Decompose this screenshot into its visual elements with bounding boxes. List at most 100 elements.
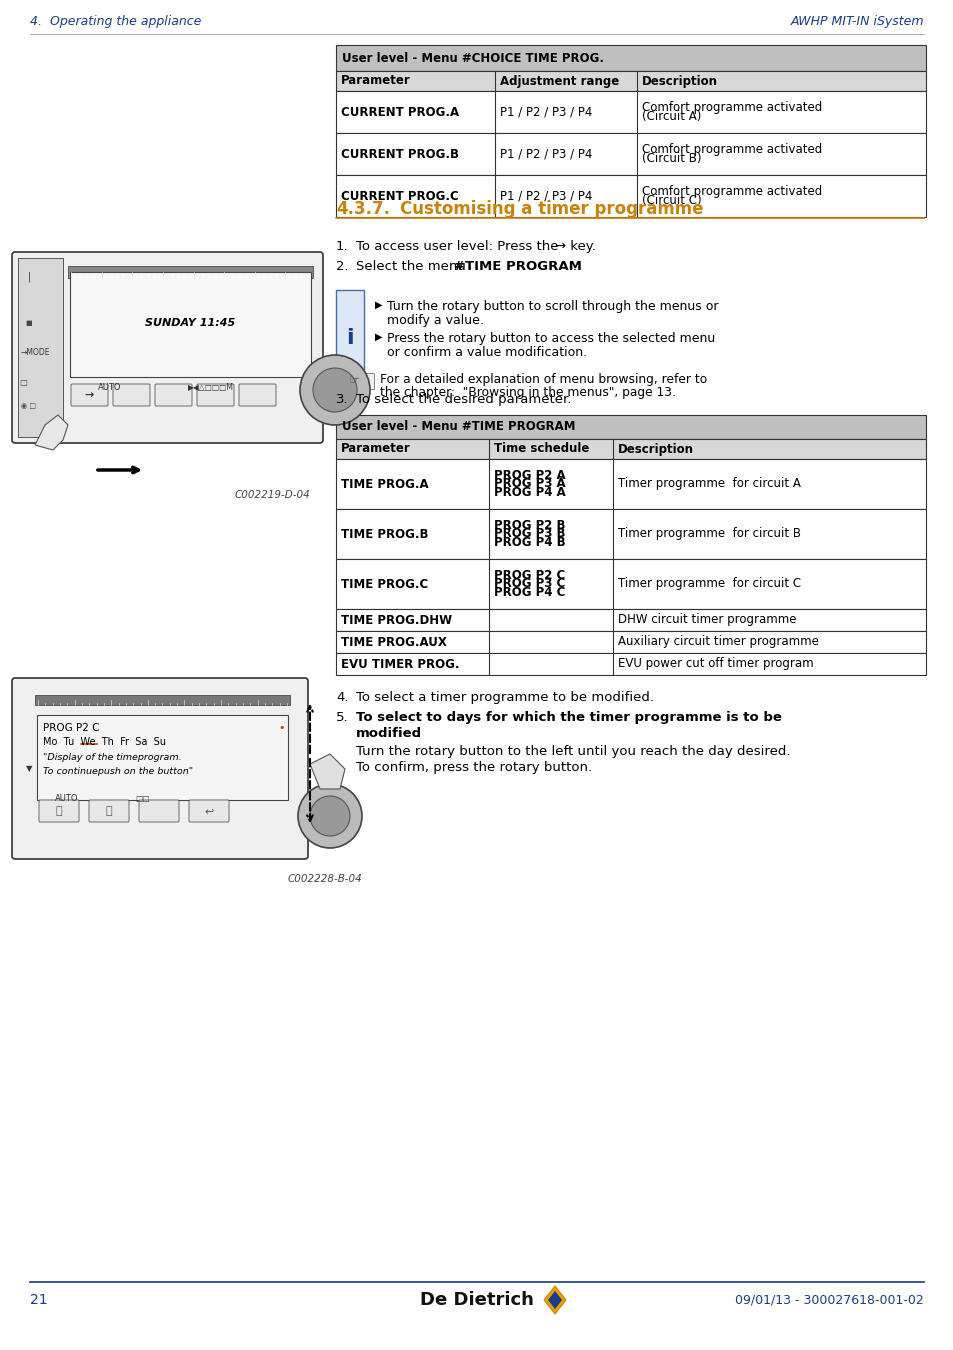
Text: AUTO: AUTO xyxy=(98,383,121,392)
FancyBboxPatch shape xyxy=(139,801,179,822)
Text: ☞: ☞ xyxy=(349,374,360,387)
Polygon shape xyxy=(35,414,68,450)
Text: 1.: 1. xyxy=(335,240,348,252)
Text: DHW circuit timer programme: DHW circuit timer programme xyxy=(618,613,796,626)
Text: →: → xyxy=(84,390,93,400)
Bar xyxy=(335,609,925,630)
Text: Time schedule: Time schedule xyxy=(494,443,589,455)
Text: PROG P3 C: PROG P3 C xyxy=(494,578,565,590)
Text: To select to days for which the timer programme is to be: To select to days for which the timer pr… xyxy=(355,711,781,724)
Text: Timer programme  for circuit C: Timer programme for circuit C xyxy=(618,578,801,590)
FancyBboxPatch shape xyxy=(89,801,129,822)
Text: modify a value.: modify a value. xyxy=(387,315,483,327)
Text: P1 / P2 / P3 / P4: P1 / P2 / P3 / P4 xyxy=(499,105,592,119)
Text: To confirm, press the rotary button.: To confirm, press the rotary button. xyxy=(355,761,592,774)
Text: .: . xyxy=(573,261,577,273)
Text: P1 / P2 / P3 / P4: P1 / P2 / P3 / P4 xyxy=(499,147,592,161)
Bar xyxy=(335,414,925,439)
FancyBboxPatch shape xyxy=(196,383,233,406)
Polygon shape xyxy=(547,1291,561,1310)
Text: PROG P3 B: PROG P3 B xyxy=(494,528,565,540)
FancyBboxPatch shape xyxy=(189,801,229,822)
Text: ▶◀△□□□M: ▶◀△□□□M xyxy=(188,383,233,392)
Text: Description: Description xyxy=(641,74,718,88)
Text: TIME PROG.B: TIME PROG.B xyxy=(340,528,428,540)
Text: (Circuit C): (Circuit C) xyxy=(641,194,700,207)
Text: •: • xyxy=(277,724,284,733)
Text: Adjustment range: Adjustment range xyxy=(499,74,618,88)
Text: PROG P4 C: PROG P4 C xyxy=(494,586,565,599)
Bar xyxy=(335,509,925,559)
Text: User level - Menu #CHOICE TIME PROG.: User level - Menu #CHOICE TIME PROG. xyxy=(341,51,603,65)
Text: Comfort programme activated: Comfort programme activated xyxy=(641,185,821,198)
Bar xyxy=(335,559,925,609)
Text: Select the menu: Select the menu xyxy=(355,261,470,273)
Text: ■: ■ xyxy=(26,320,32,325)
Text: SUNDAY 11:45: SUNDAY 11:45 xyxy=(145,317,235,328)
Text: ⎘: ⎘ xyxy=(55,806,62,815)
Text: ▶: ▶ xyxy=(375,332,382,342)
Bar xyxy=(335,45,925,72)
Text: Auxiliary circuit timer programme: Auxiliary circuit timer programme xyxy=(618,636,819,648)
Bar xyxy=(335,459,925,509)
Text: TIME PROG.AUX: TIME PROG.AUX xyxy=(340,636,446,648)
FancyBboxPatch shape xyxy=(12,678,308,859)
Text: User level - Menu #TIME PROGRAM: User level - Menu #TIME PROGRAM xyxy=(341,420,575,433)
Bar xyxy=(335,290,364,385)
Text: PROG P2 C: PROG P2 C xyxy=(494,568,565,582)
Bar xyxy=(335,653,925,675)
Text: ⎙: ⎙ xyxy=(106,806,112,815)
Text: i: i xyxy=(346,328,354,347)
Text: C002219-D-04: C002219-D-04 xyxy=(234,490,310,500)
Text: or confirm a value modification.: or confirm a value modification. xyxy=(387,346,586,359)
Bar xyxy=(335,90,925,134)
Text: ↩: ↩ xyxy=(204,806,213,815)
FancyBboxPatch shape xyxy=(112,383,150,406)
Text: PROG P2 A: PROG P2 A xyxy=(494,468,565,482)
Circle shape xyxy=(297,784,361,848)
Bar xyxy=(335,630,925,653)
FancyBboxPatch shape xyxy=(239,383,275,406)
Text: EVU power cut off timer program: EVU power cut off timer program xyxy=(618,657,813,671)
Text: Timer programme  for circuit B: Timer programme for circuit B xyxy=(618,528,801,540)
Bar xyxy=(18,258,63,437)
Text: Customising a timer programme: Customising a timer programme xyxy=(399,200,702,217)
Text: □: □ xyxy=(19,378,27,387)
Text: 21: 21 xyxy=(30,1293,48,1307)
Text: Turn the rotary button to scroll through the menus or: Turn the rotary button to scroll through… xyxy=(387,300,718,313)
Text: To continuepush on the button": To continuepush on the button" xyxy=(43,767,193,776)
Text: Turn the rotary button to the left until you reach the day desired.: Turn the rotary button to the left until… xyxy=(355,745,790,757)
Text: →: → xyxy=(554,240,564,252)
Text: To access user level: Press the: To access user level: Press the xyxy=(355,240,562,252)
Bar xyxy=(335,72,925,90)
Text: #TIME PROGRAM: #TIME PROGRAM xyxy=(454,261,581,273)
Text: ▼: ▼ xyxy=(26,764,32,774)
Text: PROG P4 B: PROG P4 B xyxy=(494,536,565,549)
Text: 09/01/13 - 300027618-001-02: 09/01/13 - 300027618-001-02 xyxy=(735,1293,923,1307)
Text: "Display of the timeprogram.: "Display of the timeprogram. xyxy=(43,753,181,761)
Text: 3.: 3. xyxy=(335,393,348,406)
Polygon shape xyxy=(543,1287,565,1314)
Text: 2.: 2. xyxy=(335,261,348,273)
Text: ◉ □: ◉ □ xyxy=(21,404,36,409)
Bar xyxy=(335,373,374,389)
Bar xyxy=(37,716,288,801)
Text: C002228-B-04: C002228-B-04 xyxy=(287,873,362,884)
Text: →MODE: →MODE xyxy=(21,348,51,356)
Text: To select a timer programme to be modified.: To select a timer programme to be modifi… xyxy=(355,691,654,703)
Text: ▶: ▶ xyxy=(375,300,382,310)
Text: De Dietrich: De Dietrich xyxy=(419,1291,534,1310)
Text: TIME PROG.C: TIME PROG.C xyxy=(340,578,428,590)
Text: □□: □□ xyxy=(135,794,150,803)
Bar xyxy=(335,439,925,459)
Text: (Circuit B): (Circuit B) xyxy=(641,153,700,165)
Polygon shape xyxy=(310,755,345,788)
Text: Timer programme  for circuit A: Timer programme for circuit A xyxy=(618,478,801,490)
Bar xyxy=(335,134,925,176)
Bar xyxy=(70,271,311,377)
Circle shape xyxy=(310,796,350,836)
FancyBboxPatch shape xyxy=(39,801,79,822)
Text: Parameter: Parameter xyxy=(340,74,411,88)
Text: Description: Description xyxy=(618,443,694,455)
Text: modified: modified xyxy=(355,728,421,740)
